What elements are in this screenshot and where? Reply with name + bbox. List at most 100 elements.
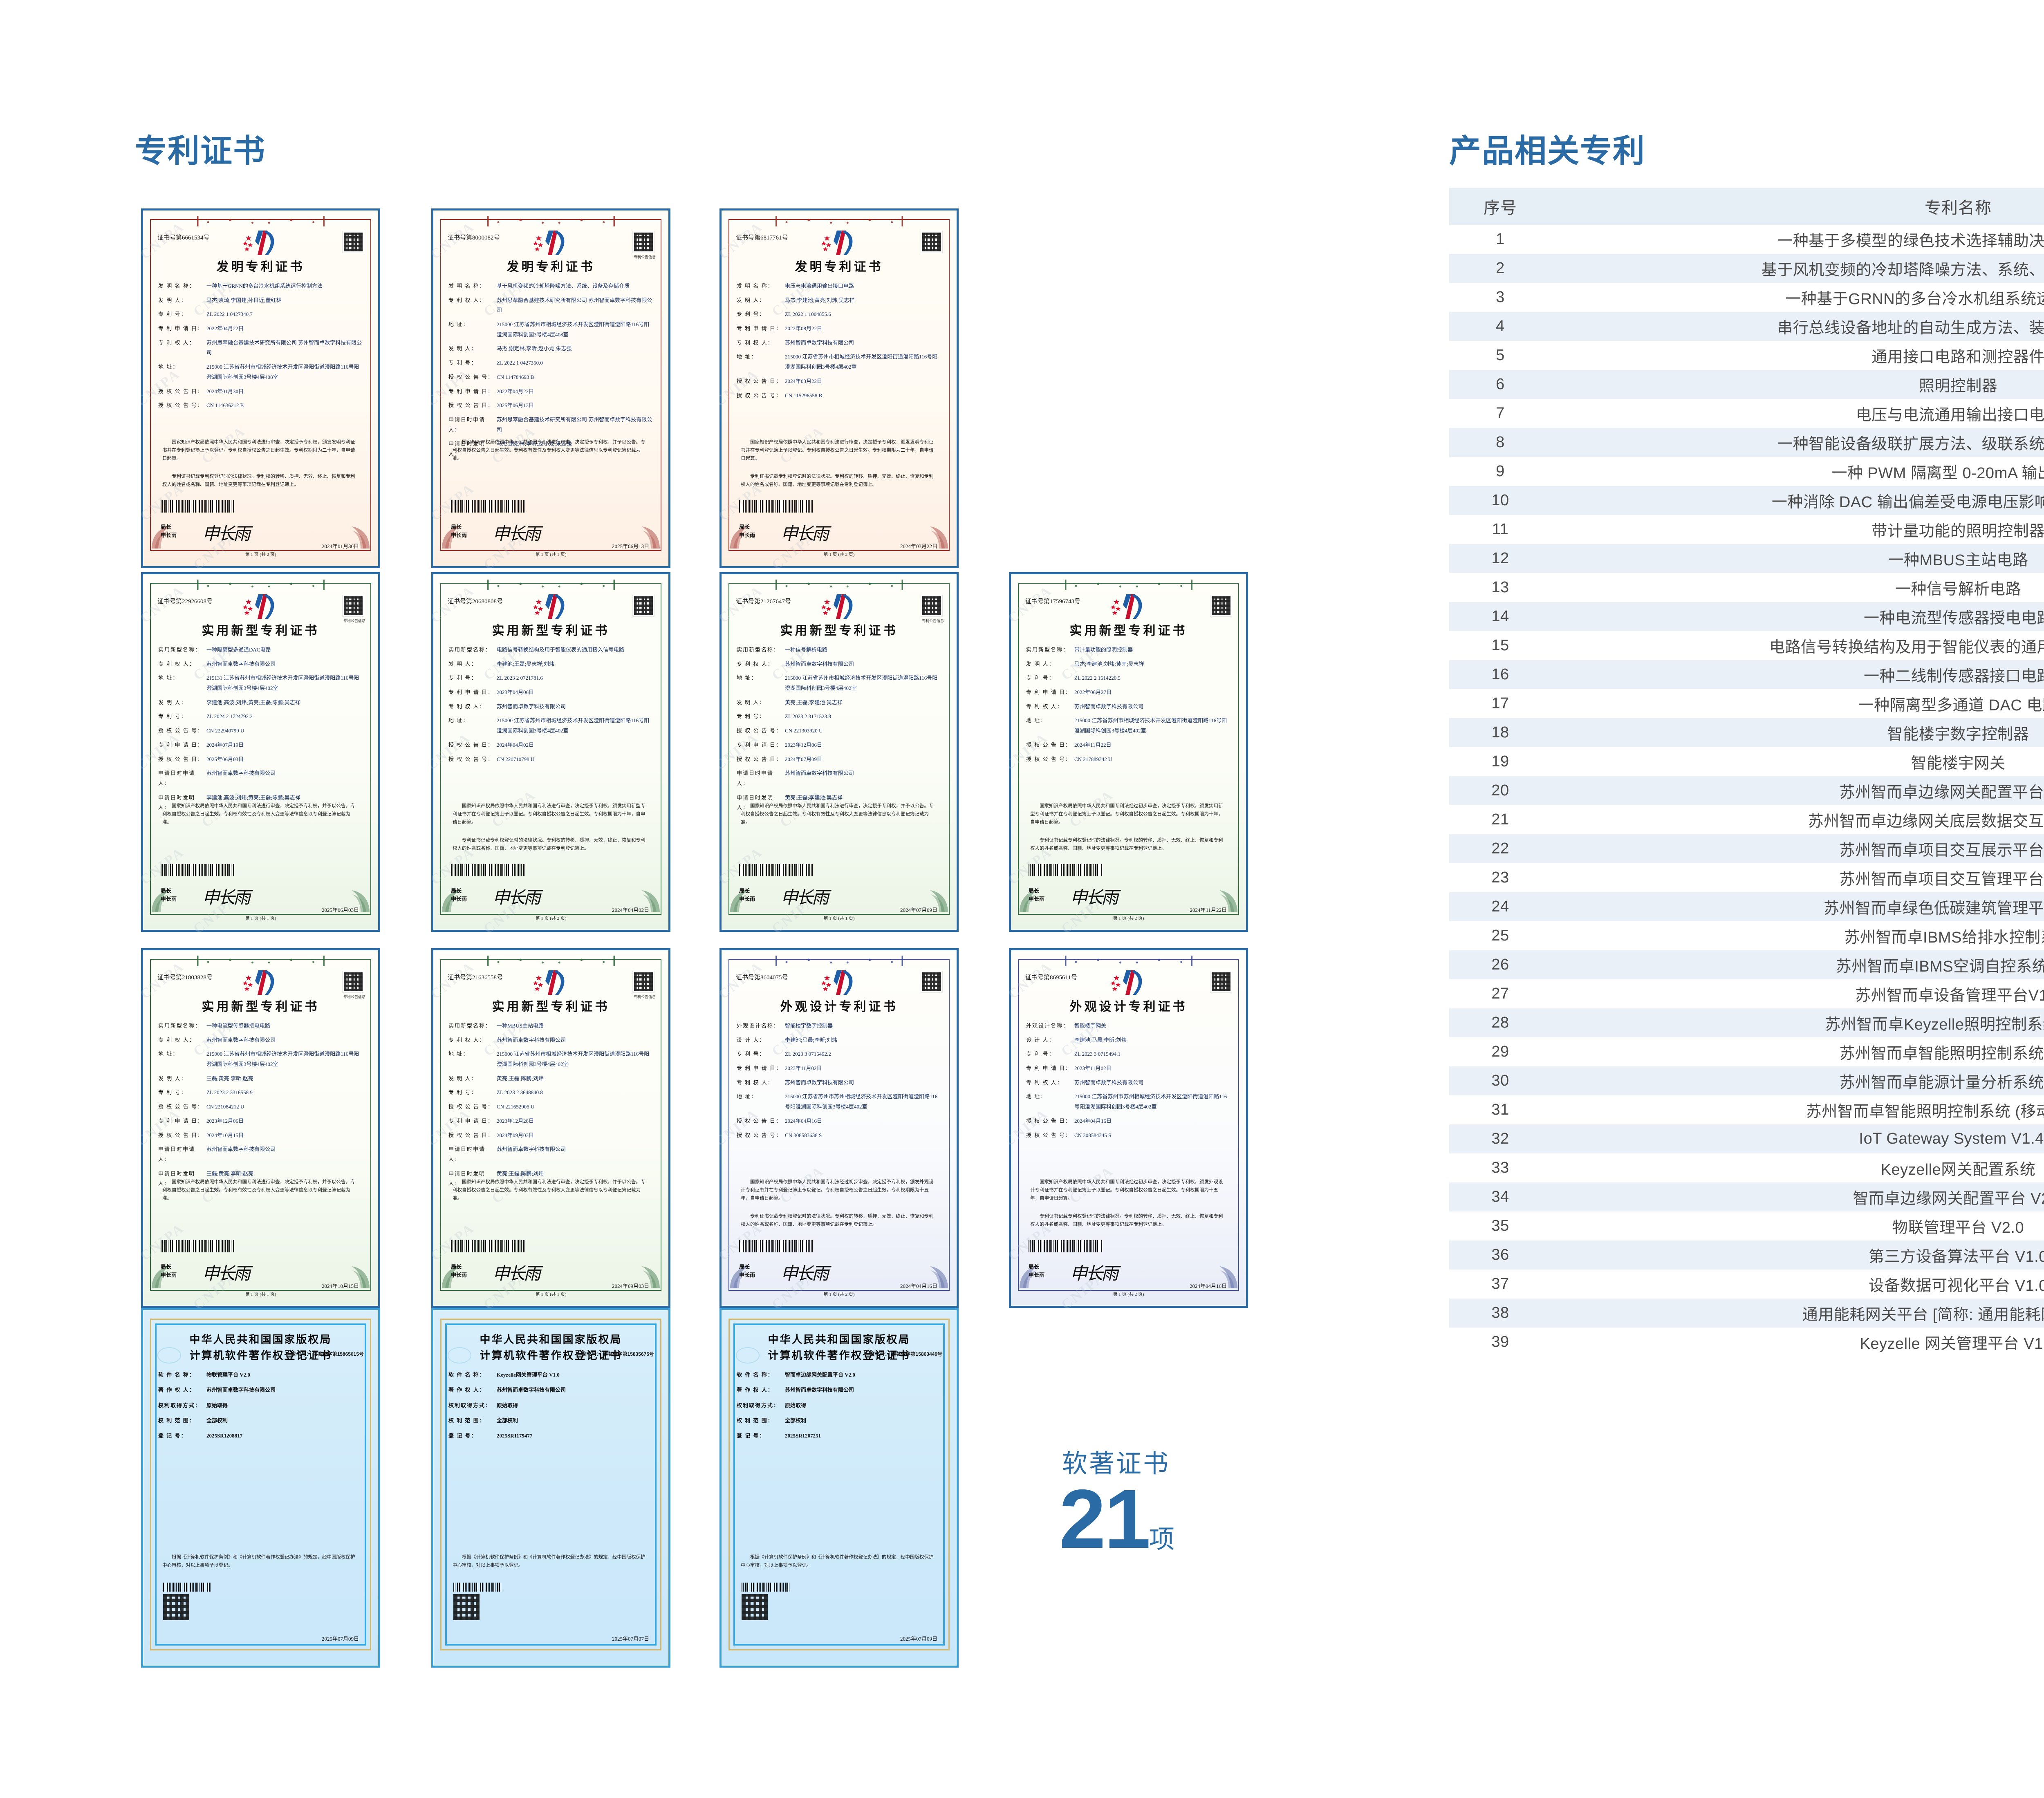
cell-index: 25 — [1449, 921, 1551, 950]
director-name: 申长雨 — [451, 532, 467, 538]
certificate-field-value: 2024年04月16日 — [785, 1117, 823, 1124]
certificate-field: 地 址： 215000 江苏省苏州市相城经济技术开发区澄阳街道澄阳路116号阳澄… — [737, 352, 941, 372]
certificate-number: 证书号第21636558号 — [448, 974, 503, 981]
ornament-top-icon — [481, 580, 621, 590]
cnipa-logo-icon — [821, 594, 852, 619]
certificate-field-value: 2025SR1207251 — [785, 1433, 821, 1439]
certificate-field-value: 电压与电流通用输出接口电路 — [785, 283, 854, 289]
certificate-field: 发 明 人： 马杰;李建池;刘炜;黄亮;吴志祥 — [1026, 659, 1231, 669]
certificate-field-label: 申请日时申请人： — [448, 416, 486, 433]
certificate-field-label: 授 权 公 告 日： — [158, 756, 204, 762]
ornament-corner-right-icon — [1210, 889, 1238, 913]
cell-patent-name: Keyzelle 网关管理平台 V1.0 — [1551, 1328, 2044, 1357]
certificate-field: 授 权 公 告 日： 2024年09月03日 — [448, 1131, 653, 1141]
column-header-index: 序号 — [1449, 188, 1551, 225]
ornament-top-icon — [769, 956, 909, 966]
certificate-field-label: 授 权 公 告 日： — [737, 756, 782, 762]
patent-certificates-section: 专利证书 — [135, 135, 1304, 167]
certificate-outer-frame — [719, 1308, 959, 1668]
certificate-field-value: 一种基于GRNN的多台冷水机组系统运行控制方法 — [206, 283, 323, 289]
cell-patent-name: 照明控制器 — [1551, 370, 2044, 399]
certificate-field-value: 苏州智而卓数字科技有限公司 — [785, 770, 854, 777]
certificate-field-label: 发 明 人： — [737, 699, 766, 705]
cell-patent-name: 苏州智而卓IBMS空调自控系统V1.0 — [1551, 950, 2044, 979]
certificate-field: 著 作 权 人： 苏州智而卓数字科技有限公司 — [737, 1384, 941, 1395]
cell-index: 34 — [1449, 1182, 1551, 1211]
ornament-corner-left-icon — [1019, 1265, 1047, 1289]
certificate-field: 授 权 公 告 日： 2024年03月22日 — [737, 376, 941, 387]
certificate-title: 实用新型专利证书 — [780, 624, 898, 638]
certificate-card: CNIPACNIPACNIPACNIPACNIPACNIPA 证书号第66615… — [141, 208, 380, 568]
certificate-field-label: 申请日时申请人： — [737, 770, 774, 786]
cnipa-logo-icon — [242, 970, 274, 995]
cell-index: 10 — [1449, 486, 1551, 515]
cnipa-logo-icon — [1110, 594, 1142, 619]
certificate-title: 外观设计专利证书 — [1069, 1000, 1188, 1014]
certificate-legal-text-1: 国家知识产权局依照中华人民共和国专利法进行审查，决定授予专利权，颁发发明专利证书… — [162, 440, 355, 461]
cell-patent-name: 一种电流型传感器授电电路 — [1551, 602, 2044, 631]
certificate-fields: 外观设计名称： 智能楼宇网关 设 计 人： 李建池;马晨;李昕;刘炜 专 利 号… — [1026, 1021, 1231, 1144]
certificate-field-value: 苏州智而卓数字科技有限公司 — [497, 703, 566, 710]
certificate-field-label: 授 权 公 告 号： — [1026, 1132, 1072, 1138]
certificate-number: 证书号第21267647号 — [736, 598, 791, 605]
certificate-field: 授 权 公 告 号： CN 115296558 B — [737, 391, 941, 401]
certificate-field-value: 215000 江苏省苏州市相城经济技术开发区澄阳街道澄阳路116号阳澄湖国际科创… — [206, 364, 359, 380]
ornament-top-icon — [191, 216, 330, 226]
table-row: 9一种 PWM 隔离型 0-20mA 输出电路发明 — [1449, 457, 2044, 486]
certificate-field-label: 授 权 公 告 号： — [737, 392, 782, 399]
certificate-card: 中华人民共和国国家版权局 计算机软件著作权登记证书 证书号： 软著登字第1586… — [719, 1308, 959, 1668]
certificate-field-value: 原始取得 — [497, 1402, 518, 1408]
certificate-field: 实用新型名称： 一种信号解析电路 — [737, 645, 941, 655]
certificate-field-value: CN 221652905 U — [497, 1104, 535, 1110]
certificate-field-value: 李建池;王磊;吴志祥;刘炜 — [497, 661, 554, 667]
certificate-field-label: 软 件 名 称： — [448, 1372, 486, 1378]
certificate-page-footer: 第 1 页 (共 2 页) — [823, 552, 855, 557]
certificate-title-line-2: 计算机软件著作权登记证书 — [189, 1350, 332, 1361]
certificate-fields: 外观设计名称： 智能楼宇数字控制器 设 计 人： 李建池;马晨;李昕;刘炜 专 … — [737, 1021, 941, 1144]
certificate-issue-date: 2025年06月13日 — [612, 543, 649, 549]
certificate-field: 地 址： 215000 江苏省苏州市苏州相城经济技术开发区澄阳街道澄阳路116号… — [737, 1092, 941, 1112]
cell-patent-name: 带计量功能的照明控制器 — [1551, 515, 2044, 544]
certificate-field-label: 授 权 公 告 日： — [1026, 741, 1072, 748]
certificate-field-label: 软 件 名 称： — [158, 1372, 195, 1378]
certificate-field-label: 申请日时发明人： — [737, 794, 774, 811]
qr-code-icon — [633, 595, 654, 616]
certificate-field-value: Keyzelle网关管理平台 V1.0 — [497, 1372, 560, 1378]
cell-patent-name: 智能楼宇网关 — [1551, 747, 2044, 776]
barcode-icon — [451, 864, 524, 876]
certificate-page-footer: 第 1 页 (共 1 页) — [823, 916, 855, 921]
director-signature-block: 局长 申长雨 — [739, 1263, 755, 1279]
certificate-field: 权 利 范 围： 全部权利 — [448, 1415, 653, 1426]
table-row: 20苏州智而卓边缘网关配置平台V1.0软著 — [1449, 776, 2044, 805]
certificate-field: 发 明 人： 王磊;黄亮;李昕;赵亮 — [158, 1074, 363, 1084]
director-signature-block: 局长 申长雨 — [451, 523, 467, 539]
certificate-field-value: 苏州智而卓数字科技有限公司 — [1074, 703, 1144, 710]
certificate-fields: 发 明 名 称： 一种基于GRNN的多台冷水机组系统运行控制方法 发 明 人： … — [158, 281, 363, 415]
certificate-field-value: CN 308583638 S — [785, 1132, 822, 1138]
certificate-legal-text-2: 专利证书记载专利权登记时的法律状况。专利权的转移、质押、无效、终止、恢复和专利权… — [162, 474, 355, 488]
certificate-field: 软 件 名 称： Keyzelle网关管理平台 V1.0 — [448, 1369, 653, 1380]
certificate-inner-rule-2 — [733, 1323, 945, 1646]
certificate-field-label: 专 利 权 人： — [737, 1079, 774, 1086]
barcode-icon — [739, 500, 813, 513]
certificate-field-label: 授 权 公 告 日： — [1026, 1117, 1072, 1124]
certificate-field: 发 明 名 称： 一种基于GRNN的多台冷水机组系统运行控制方法 — [158, 281, 363, 291]
column-header-name: 专利名称 — [1551, 188, 2044, 225]
certificate-field-label: 地 址： — [1026, 717, 1047, 724]
certificate-field: 发 明 名 称： 电压与电流通用输出接口电路 — [737, 281, 941, 291]
ornament-corner-right-icon — [632, 525, 661, 549]
cell-patent-name: 电压与电流通用输出接口电路 — [1551, 399, 2044, 428]
certificate-field-label: 发 明 名 称： — [158, 283, 195, 289]
certificate-field-label: 发 明 人： — [158, 699, 187, 705]
certificate-field-label: 地 址： — [737, 675, 758, 681]
cell-patent-name: 一种 PWM 隔离型 0-20mA 输出电路 — [1551, 457, 2044, 486]
certificate-fields: 软 件 名 称： 物联管理平台 V2.0 著 作 权 人： 苏州智而卓数字科技有… — [158, 1369, 363, 1445]
certificate-fields: 实用新型名称： 电路信号转换结构及用于智能仪表的通用接入信号电路 发 明 人： … — [448, 645, 653, 768]
certificate-field-value: 马杰;谢定林;李昕;赵小龙;朱志强 — [497, 441, 572, 447]
certificate-field: 著 作 权 人： 苏州智而卓数字科技有限公司 — [448, 1384, 653, 1395]
certificate-outer-frame — [141, 572, 380, 932]
certificate-field-value: 2022年04月22日 — [206, 325, 244, 332]
